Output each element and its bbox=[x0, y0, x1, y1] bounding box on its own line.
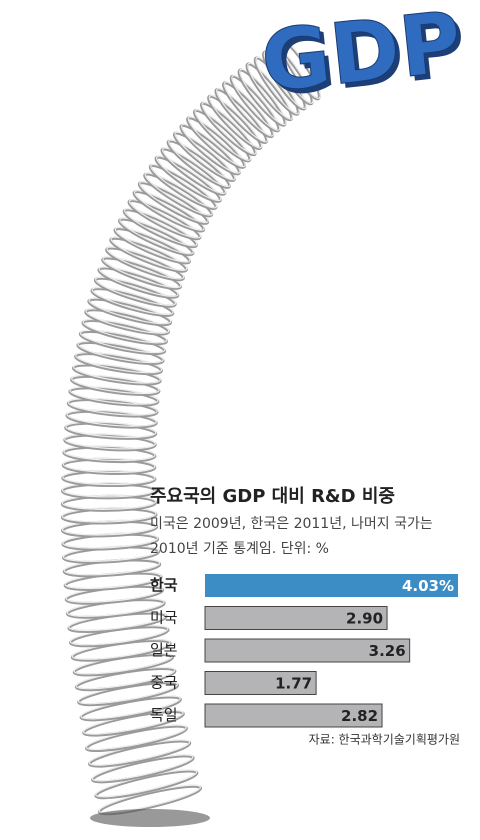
spring-coil bbox=[87, 297, 173, 327]
spring-coil-highlight bbox=[77, 340, 164, 364]
logo-shadow: GDP bbox=[261, 0, 470, 116]
spring-coil-highlight bbox=[187, 116, 246, 168]
spring-coil-highlight bbox=[247, 62, 294, 120]
spring-coil-highlight bbox=[66, 409, 157, 427]
spring-coil-highlight bbox=[161, 147, 227, 195]
source: 자료: 한국과학기술기획평가원 bbox=[309, 733, 460, 747]
spring-coil-highlight bbox=[69, 386, 159, 405]
spring-coil-highlight bbox=[85, 308, 170, 334]
spring-coil-highlight bbox=[62, 469, 156, 486]
chart-title: 주요국의 GDP 대비 R&D 비중 bbox=[150, 486, 395, 507]
spring-coil-highlight bbox=[156, 155, 222, 202]
spring-coil-highlight bbox=[73, 363, 161, 384]
spring-shadow bbox=[90, 809, 210, 827]
category-label: 일본 bbox=[150, 641, 178, 659]
spring-coil-highlight bbox=[239, 68, 287, 126]
spring-coil-highlight bbox=[106, 246, 185, 280]
spring-coil-highlight bbox=[91, 287, 174, 316]
spring-coil-highlight bbox=[61, 482, 156, 498]
bar bbox=[204, 606, 388, 630]
spring-coil-highlight bbox=[75, 352, 163, 374]
bar bbox=[205, 574, 458, 597]
spring-coil-highlight bbox=[128, 199, 202, 239]
bar bbox=[204, 703, 383, 728]
category-label: 미국 bbox=[150, 609, 178, 627]
spring-coil-highlight bbox=[255, 56, 300, 115]
spring-coil-highlight bbox=[61, 519, 158, 536]
spring-coil-highlight bbox=[144, 172, 213, 216]
category-label: 중국 bbox=[150, 674, 178, 692]
spring-coil-highlight bbox=[139, 181, 209, 224]
spring-coil-highlight bbox=[150, 164, 218, 209]
bar bbox=[204, 638, 411, 663]
spring-coil-highlight bbox=[95, 276, 177, 306]
spring-coil-highlight bbox=[63, 445, 156, 462]
spring-coil-highlight bbox=[119, 217, 194, 255]
spring-coil-highlight bbox=[67, 397, 158, 416]
spring-coil-highlight bbox=[82, 318, 168, 344]
chart-subtitle: 2010년 기준 통계임. 단위: % bbox=[150, 541, 329, 557]
value-label: 4.03% bbox=[402, 577, 454, 595]
spring-coil bbox=[64, 421, 158, 440]
value-label: 1.77 bbox=[275, 675, 312, 693]
spring-coil-highlight bbox=[174, 131, 236, 181]
logo: GDP bbox=[257, 0, 466, 111]
spring-coil-highlight bbox=[216, 88, 269, 143]
chart-subtitle: 미국은 2009년, 한국은 2011년, 나머지 국가는 bbox=[150, 516, 433, 532]
spring-coil-highlight bbox=[65, 421, 157, 439]
spring-coil-highlight bbox=[64, 433, 156, 450]
spring-coil-highlight bbox=[272, 45, 314, 104]
spring-coil-highlight bbox=[231, 75, 281, 131]
spring-coil-highlight bbox=[208, 94, 263, 149]
spring-coil-highlight bbox=[61, 507, 157, 523]
value-label: 2.82 bbox=[341, 707, 378, 725]
spring-illustration bbox=[60, 39, 321, 816]
spring-coil-highlight bbox=[168, 139, 231, 188]
value-label: 3.26 bbox=[369, 642, 406, 660]
spring-coil-highlight bbox=[71, 374, 160, 395]
spring-coil-highlight bbox=[201, 101, 257, 155]
spring-coil-highlight bbox=[102, 256, 182, 289]
spring-coil-highlight bbox=[62, 457, 156, 474]
spring-coil-highlight bbox=[263, 50, 307, 110]
spring-coil-highlight bbox=[62, 545, 160, 562]
spring-coil-highlight bbox=[110, 236, 188, 271]
spring-coil-highlight bbox=[79, 329, 166, 354]
spring-coil-highlight bbox=[98, 266, 179, 297]
spring-coil-highlight bbox=[124, 208, 198, 247]
spring-coil-highlight bbox=[194, 109, 252, 161]
spring-coil-highlight bbox=[133, 190, 205, 231]
spring-coil bbox=[84, 724, 188, 753]
category-label: 독일 bbox=[150, 706, 178, 724]
spring-coil-highlight bbox=[180, 123, 241, 174]
spring-coil-highlight bbox=[223, 81, 275, 137]
spring-coil-highlight bbox=[280, 40, 321, 99]
spring-coil-highlight bbox=[114, 227, 191, 263]
spring-coil-highlight bbox=[61, 494, 157, 510]
spring-coil-highlight bbox=[88, 297, 172, 325]
spring-coil-highlight bbox=[62, 532, 159, 549]
category-label: 한국 bbox=[150, 576, 178, 594]
spring-coil-highlight bbox=[63, 558, 161, 576]
value-label: 2.90 bbox=[346, 610, 383, 628]
bar bbox=[204, 671, 317, 695]
